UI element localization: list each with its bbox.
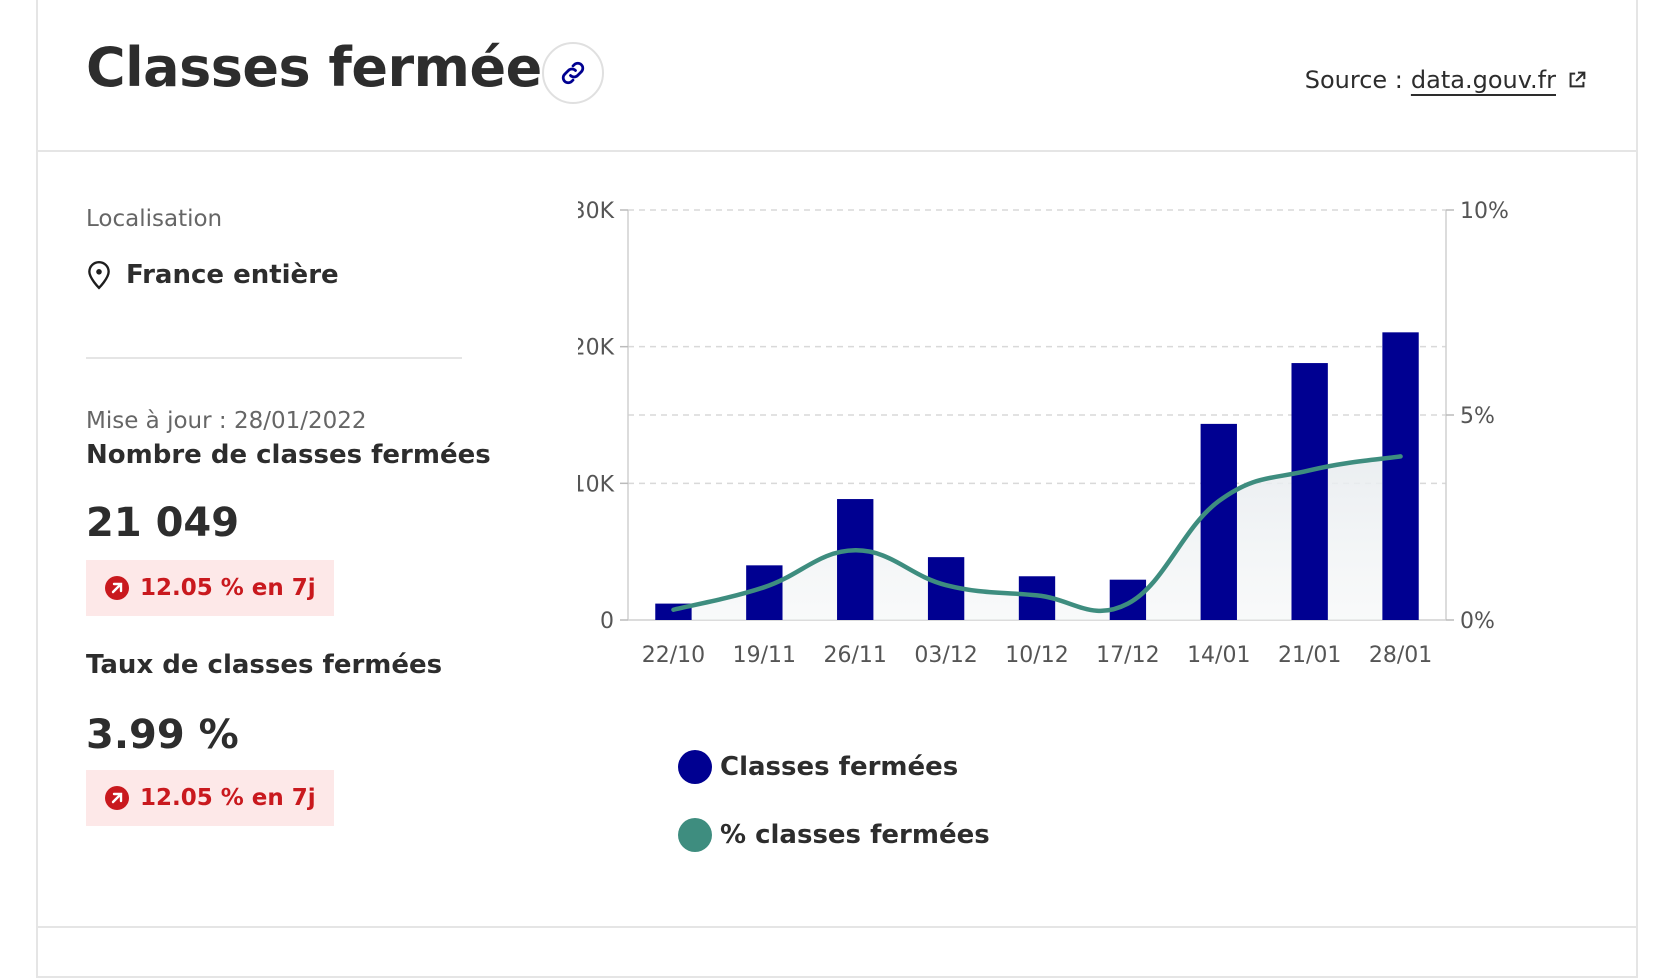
update-date: Mise à jour : 28/01/2022	[86, 408, 367, 434]
external-link-icon	[1569, 71, 1586, 88]
card-header: Classes fermées Source : data.gouv.fr	[38, 0, 1636, 152]
location-value: France entière	[126, 260, 339, 290]
bar	[1291, 363, 1328, 620]
page-title: Classes fermées	[86, 36, 574, 99]
trend-badge: 12.05 % en 7j	[86, 770, 334, 826]
metric-title: Nombre de classes fermées	[86, 440, 491, 470]
source: Source : data.gouv.fr	[1305, 66, 1588, 94]
legend-dot-line	[678, 818, 712, 852]
y-left-tick-label: 30K	[578, 199, 615, 224]
y-right-tick-label: 5%	[1460, 404, 1495, 429]
indicator-card: Classes fermées Source : data.gouv.fr Lo…	[36, 0, 1638, 978]
legend-item-bars[interactable]: Classes fermées	[678, 750, 990, 784]
x-tick-label: 28/01	[1369, 643, 1432, 668]
bar	[1109, 579, 1147, 620]
x-tick-label: 14/01	[1187, 643, 1250, 668]
divider	[86, 357, 462, 359]
map-pin-icon	[88, 260, 110, 290]
y-right-tick-label: 0%	[1460, 609, 1495, 634]
x-tick-label: 19/11	[733, 643, 796, 668]
x-tick-label: 21/01	[1278, 643, 1341, 668]
metric-value: 3.99 %	[86, 712, 239, 758]
metric-value: 21 049	[86, 500, 240, 546]
trend-badge: 12.05 % en 7j	[86, 560, 334, 616]
trend-badge-text: 12.05 % en 7j	[140, 575, 316, 601]
source-prefix: Source :	[1304, 66, 1403, 94]
x-tick-label: 03/12	[914, 643, 977, 668]
location-label: Localisation	[86, 206, 223, 232]
legend-item-line[interactable]: % classes fermées	[678, 818, 990, 852]
legend-label: % classes fermées	[720, 820, 990, 850]
legend-dot-bars	[678, 750, 712, 784]
metric-title: Taux de classes fermées	[86, 650, 443, 680]
x-tick-label: 26/11	[824, 643, 887, 668]
y-left-tick-label: 0	[600, 609, 614, 634]
legend-label: Classes fermées	[720, 752, 959, 782]
bar	[1200, 423, 1237, 620]
chart-legend: Classes fermées % classes fermées	[678, 750, 990, 886]
card-footer-divider	[38, 926, 1636, 928]
trend-badge-text: 12.05 % en 7j	[140, 785, 316, 811]
x-tick-label: 22/10	[642, 643, 705, 668]
trend-up-icon	[105, 576, 129, 600]
y-left-tick-label: 20K	[578, 336, 615, 361]
y-left-tick-label: 10K	[578, 472, 615, 497]
x-tick-label: 17/12	[1096, 643, 1159, 668]
location-selector[interactable]: France entière	[86, 260, 339, 290]
combo-chart: 0 10K 20K 30K 0% 5% 10% 22/10 19/11 26/11 03/12 10/…	[578, 199, 1509, 668]
link-icon	[561, 61, 585, 85]
bar	[837, 499, 874, 620]
copy-link-button[interactable]	[542, 42, 604, 104]
source-link[interactable]: data.gouv.fr	[1410, 66, 1556, 94]
bar	[1382, 332, 1419, 620]
x-tick-label: 10/12	[1005, 643, 1068, 668]
trend-up-icon	[105, 786, 129, 810]
y-right-tick-label: 10%	[1460, 199, 1509, 224]
series-line	[671, 454, 1403, 614]
